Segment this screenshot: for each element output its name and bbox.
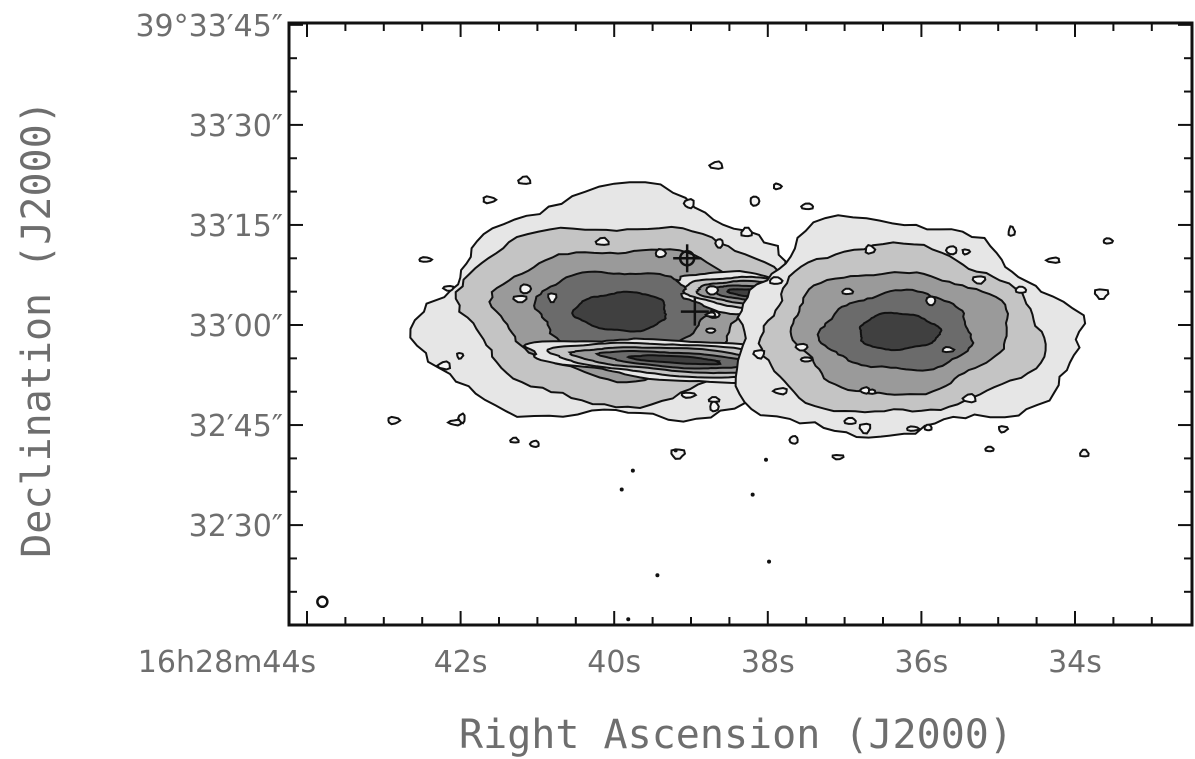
contour-island [594,236,610,246]
contour-island [941,345,956,354]
y-tick-label: 39°33′45″ [135,9,283,44]
contour-island [740,226,754,238]
noise-spot [767,559,772,564]
contour-island [654,248,668,259]
noise-spot [655,573,660,578]
marker-layer [316,244,709,609]
contour-island [707,160,724,170]
x-tick-label: 16h28m44s [138,645,316,680]
contour-island [714,238,724,249]
x-tick-label: 40s [587,645,641,680]
contour-island [456,351,465,360]
contour-island [944,245,958,256]
contour-island [864,243,877,255]
contour-island [1102,237,1115,245]
contour-island [709,400,720,413]
y-tick-labels: 39°33′45″ 33′30″ 33′15″ 33′00″ 32′45″ 32′30″ [135,9,283,544]
y-tick-label: 33′00″ [189,309,283,344]
contour-island [997,425,1010,434]
contour-island [704,311,717,318]
contour-island [519,283,533,295]
contour-island [831,453,845,461]
contour-island [923,423,933,432]
x-tick-label: 42s [434,645,488,680]
noise-spot [750,492,755,497]
contour-island [457,412,466,425]
cross-marker [680,297,709,326]
contour-island [705,327,717,334]
contour-island [858,422,872,435]
contour-island [1014,285,1028,294]
y-tick-label: 32′45″ [189,409,283,444]
contour-island [705,285,720,296]
y-tick-label: 33′15″ [189,209,283,244]
noise-spot [626,617,631,622]
contour-island [768,276,784,285]
contour-layer [387,160,1115,622]
contour-island [752,349,766,360]
contour-island [841,287,855,296]
contour-level-5 [858,311,943,352]
feature-west-lobe [734,214,1087,439]
noise-spot [763,457,768,462]
x-tick-label: 38s [741,645,795,680]
contour-island [707,396,721,403]
contour-island [788,434,799,445]
y-tick-label: 33′30″ [189,109,283,144]
contour-island [528,439,540,449]
tick-layer [289,23,1192,625]
contour-island [799,356,814,363]
contour-island [441,284,455,292]
contour-island [799,202,815,211]
contour-island [1079,448,1090,458]
x-axis-title: Right Ascension (J2000) [459,712,1013,758]
contour-island [773,182,784,191]
contour-island [1044,256,1061,264]
contour-island [961,392,977,404]
contour-island [971,275,987,285]
contour-island [771,386,788,396]
contour-island [961,248,972,256]
contour-island [512,294,528,304]
contour-islands [387,160,1115,622]
contour-island [435,360,452,371]
contour-level-5 [571,290,668,333]
noise-spot [619,487,624,492]
y-tick-label: 32′30″ [189,509,283,544]
contour-island [682,198,695,210]
contour-island [509,436,520,444]
contour-island [749,195,761,207]
marker-circle [678,250,696,267]
contour-island [925,295,937,307]
contour-island [418,256,434,263]
contour-island [843,416,857,425]
contour-island [984,445,995,453]
contour-island [547,292,558,304]
y-axis-title: Declination (J2000) [14,100,60,558]
contour-island [482,195,498,205]
beam-ellipse [316,595,329,609]
x-tick-label: 34s [1048,645,1102,680]
contour-island [906,425,921,432]
contour-level-5 [625,354,722,366]
noise-spot [673,448,678,453]
contour-island [794,342,809,352]
contour-island [1007,225,1017,237]
contour-island [387,415,402,426]
cross-circle-marker [673,244,702,273]
contour-island [517,175,532,185]
x-tick-labels: 16h28m44s 42s 40s 38s 36s 34s [138,645,1102,680]
contour-island [858,386,871,395]
contour-island [680,391,698,399]
x-tick-label: 36s [894,645,948,680]
noise-spot [630,468,635,473]
contour-island [670,448,687,460]
contour-island [1093,288,1110,301]
